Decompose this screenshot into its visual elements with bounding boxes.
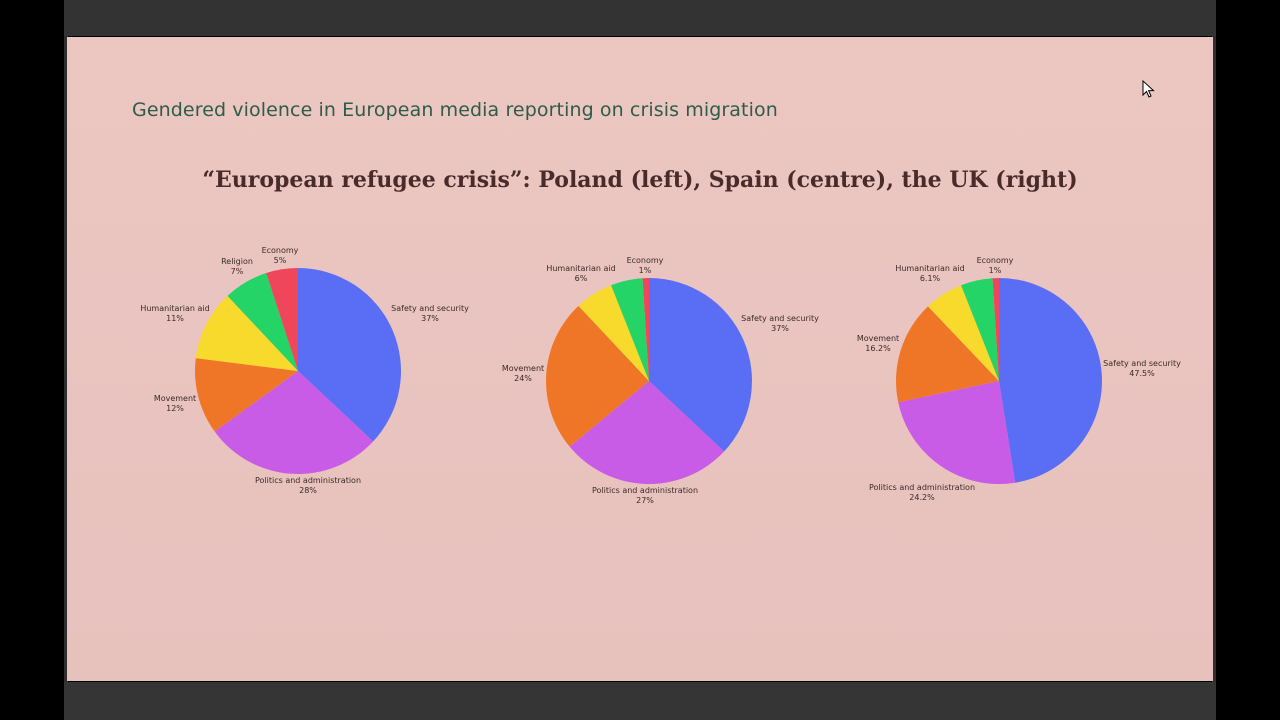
pie-1-slice-politics-and-administration <box>214 371 374 474</box>
pie-2-slice-humanitarian-aid <box>578 285 649 381</box>
slide-subtitle: Gendered violence in European media repo… <box>132 99 778 121</box>
pie-1-slice-safety-and-security <box>298 268 401 442</box>
pie-1-slice-economy <box>266 268 298 371</box>
pie-3-slice-value-label: 6.1% <box>920 274 941 283</box>
pie-1-slice-movement <box>194 358 298 432</box>
bottom-frame-band <box>64 682 1216 720</box>
pie-3-slice-value-label: 1% <box>989 266 1002 275</box>
pie-3-slice-label: Economy <box>977 256 1014 265</box>
pie-2-slice-value-label: 6% <box>575 274 588 283</box>
pie-1-slice-label: Religion <box>221 257 253 266</box>
pie-2-slice-value-label: 24% <box>514 374 532 383</box>
pie-2-slice-politics-and-administration <box>569 381 725 484</box>
pie-3-slice-politics-and-administration <box>898 381 1016 484</box>
pie-2-slice-label: Safety and security <box>741 314 819 323</box>
pie-3-slice-label: Movement <box>857 334 899 343</box>
top-frame-band <box>64 0 1216 36</box>
pie-1-slice-religion <box>227 273 298 371</box>
pie-1-slice-value-label: 7% <box>231 267 244 276</box>
pie-3-slice-value-label: 16.2% <box>865 344 891 353</box>
pie-2-slice-value-label: 1% <box>639 266 652 275</box>
pie-3-slice-label: Humanitarian aid <box>895 264 964 273</box>
pie-2-slice-unlabelled <box>611 278 649 381</box>
pie-1-slice-value-label: 37% <box>421 314 439 323</box>
pie-1-slice-humanitarian-aid <box>195 295 298 371</box>
pie-2-slice-value-label: 37% <box>771 324 789 333</box>
pie-1-slice-label: Politics and administration <box>255 476 361 485</box>
pie-1-slice-value-label: 5% <box>274 256 287 265</box>
pie-1-slice-label: Safety and security <box>391 304 469 313</box>
pie-3-slice-label: Safety and security <box>1103 359 1181 368</box>
pie-3-slice-safety-and-security <box>999 278 1102 483</box>
pie-1-slice-value-label: 28% <box>299 486 317 495</box>
mouse-cursor-icon <box>1142 80 1155 98</box>
chart-title: “European refugee crisis”: Poland (left)… <box>202 167 1078 193</box>
pie-2-slice-safety-and-security <box>649 278 752 452</box>
pie-1-slice-label: Movement <box>154 394 196 403</box>
pie-3-slice-label: Politics and administration <box>869 483 975 492</box>
pie-3-slice-value-label: 47.5% <box>1129 369 1155 378</box>
left-frame-border <box>64 0 68 720</box>
pie-2-slice-label: Humanitarian aid <box>546 264 615 273</box>
pie-3-slice-unlabelled <box>961 278 999 381</box>
pie-2-slice-label: Movement <box>502 364 544 373</box>
slide: Gendered violence in European media repo… <box>67 37 1213 681</box>
pie-1-slice-value-label: 11% <box>166 314 184 323</box>
pie-1-slice-value-label: 12% <box>166 404 184 413</box>
pie-3-slice-movement <box>896 306 999 403</box>
pie-2-slice-label: Economy <box>627 256 664 265</box>
pie-2-slice-value-label: 27% <box>636 496 654 505</box>
pie-2-slice-label: Politics and administration <box>592 486 698 495</box>
right-frame-border <box>1212 0 1216 720</box>
pie-3-slice-economy <box>992 278 999 381</box>
pie-3-slice-value-label: 24.2% <box>909 493 935 502</box>
pie-2-slice-economy <box>642 278 649 381</box>
pie-2-slice-movement <box>546 305 649 447</box>
pie-1-slice-label: Humanitarian aid <box>140 304 209 313</box>
pie-3-slice-humanitarian-aid <box>928 285 999 381</box>
pie-1-slice-label: Economy <box>262 246 299 255</box>
